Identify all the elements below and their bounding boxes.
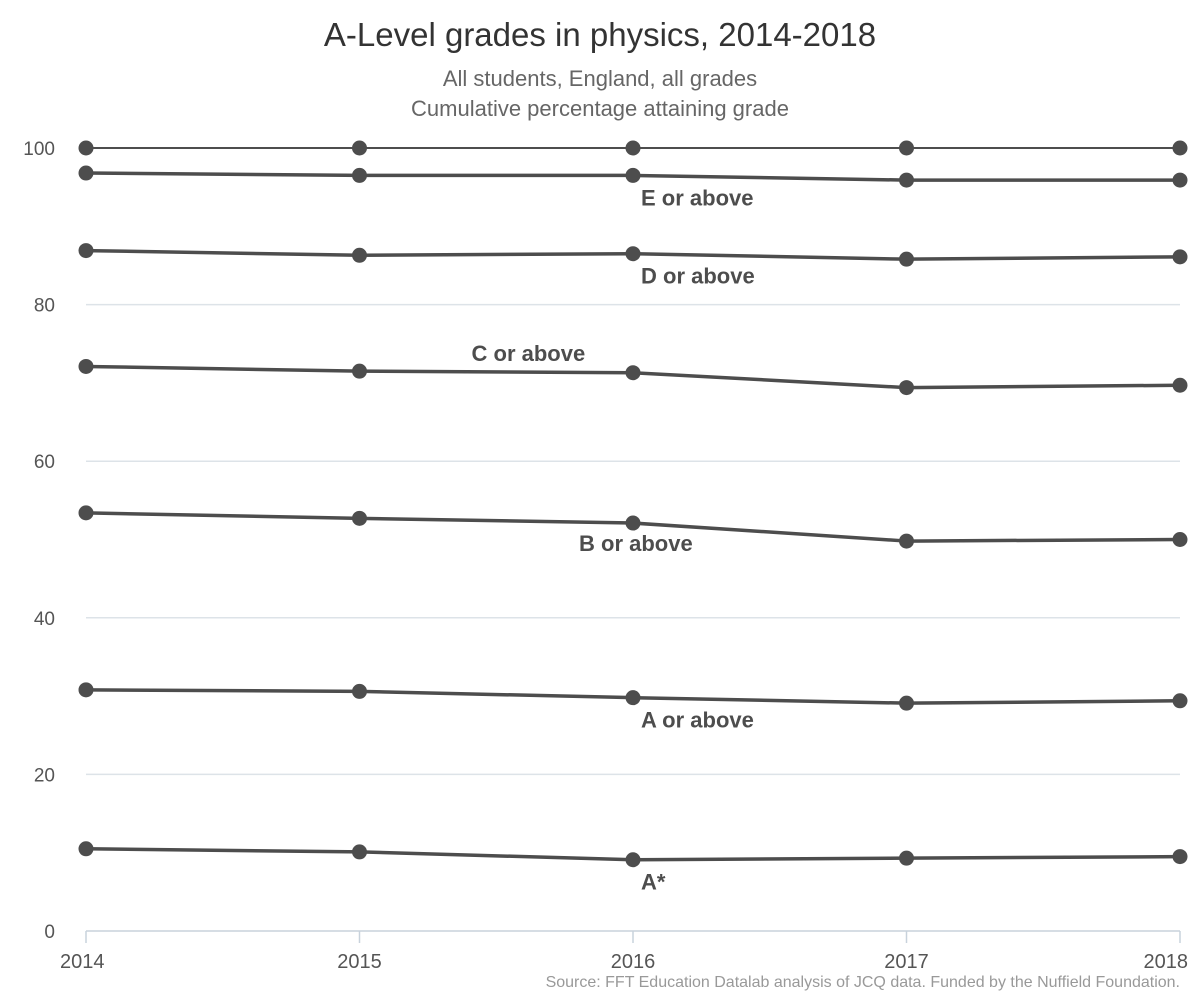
series-label-5: A or above — [641, 708, 754, 733]
x-tick-label-2018: 2018 — [1144, 951, 1189, 973]
data-point-s4-2018 — [1172, 532, 1188, 547]
data-point-s3-2018 — [1172, 377, 1188, 393]
data-point-s2-2017 — [899, 251, 914, 267]
data-point-s6-2018 — [1172, 849, 1188, 865]
chart-title: A-Level grades in physics, 2014-2018 — [323, 16, 877, 53]
series-group — [78, 140, 1188, 868]
data-point-s0-2015 — [352, 140, 367, 156]
data-point-s5-2014 — [78, 682, 94, 698]
data-point-s5-2016 — [625, 690, 641, 706]
y-tick-label-0: 0 — [44, 922, 55, 943]
data-point-s4-2016 — [625, 515, 641, 531]
x-tick-label-2015: 2015 — [337, 951, 382, 973]
data-point-s5-2018 — [1172, 693, 1188, 709]
y-tick-label-20: 20 — [34, 765, 55, 786]
data-point-s0-2018 — [1172, 140, 1188, 156]
data-point-s1-2018 — [1172, 172, 1188, 188]
series-label-1: E or above — [641, 185, 753, 210]
x-tick-label-2017: 2017 — [884, 951, 929, 973]
data-point-s3-2015 — [352, 363, 367, 379]
chart-subtitle-line2: Cumulative percentage attaining grade — [411, 96, 789, 121]
y-tick-label-100: 100 — [23, 139, 55, 160]
data-point-s6-2017 — [899, 850, 914, 866]
x-tick-label-2014: 2014 — [60, 951, 105, 973]
chart-subtitle-line1: All students, England, all grades — [442, 66, 758, 91]
data-point-s2-2016 — [625, 246, 641, 262]
data-point-s1-2016 — [625, 167, 641, 183]
data-point-s3-2017 — [899, 380, 914, 396]
data-point-s1-2014 — [78, 165, 94, 181]
y-tick-label-80: 80 — [34, 296, 55, 317]
data-point-s3-2016 — [625, 365, 641, 381]
data-point-s5-2015 — [352, 683, 367, 699]
data-point-s1-2015 — [352, 167, 367, 183]
data-point-s4-2014 — [78, 505, 94, 521]
x-tick-label-2016: 2016 — [611, 951, 656, 973]
series-label-2: D or above — [641, 264, 755, 289]
data-point-s0-2014 — [78, 140, 94, 156]
data-point-s4-2017 — [899, 533, 914, 549]
data-point-s3-2014 — [78, 358, 94, 374]
data-point-s2-2018 — [1172, 249, 1188, 265]
source-note: Source: FFT Education Datalab analysis o… — [545, 974, 1180, 991]
data-point-s4-2015 — [352, 510, 367, 526]
data-point-s6-2016 — [625, 852, 641, 868]
series-label-4: B or above — [579, 531, 693, 556]
series-label-6: A* — [641, 870, 666, 895]
data-point-s2-2015 — [352, 247, 367, 263]
data-point-s0-2016 — [625, 140, 641, 156]
data-point-s6-2015 — [352, 844, 367, 860]
data-point-s1-2017 — [899, 172, 914, 188]
data-point-s2-2014 — [78, 243, 94, 259]
y-tick-label-60: 60 — [34, 452, 55, 473]
y-tick-label-40: 40 — [34, 609, 55, 630]
grid-lines — [86, 147, 1180, 776]
series-label-3: C or above — [472, 341, 586, 366]
series-labels: E or above D or above C or above B or above… — [472, 185, 755, 894]
data-point-s5-2017 — [899, 695, 914, 711]
data-point-s0-2017 — [899, 140, 914, 156]
axes: 0 20 40 60 80 100 2014 2015 2016 2017 2018 — [23, 139, 1188, 973]
data-point-s6-2014 — [78, 841, 94, 857]
